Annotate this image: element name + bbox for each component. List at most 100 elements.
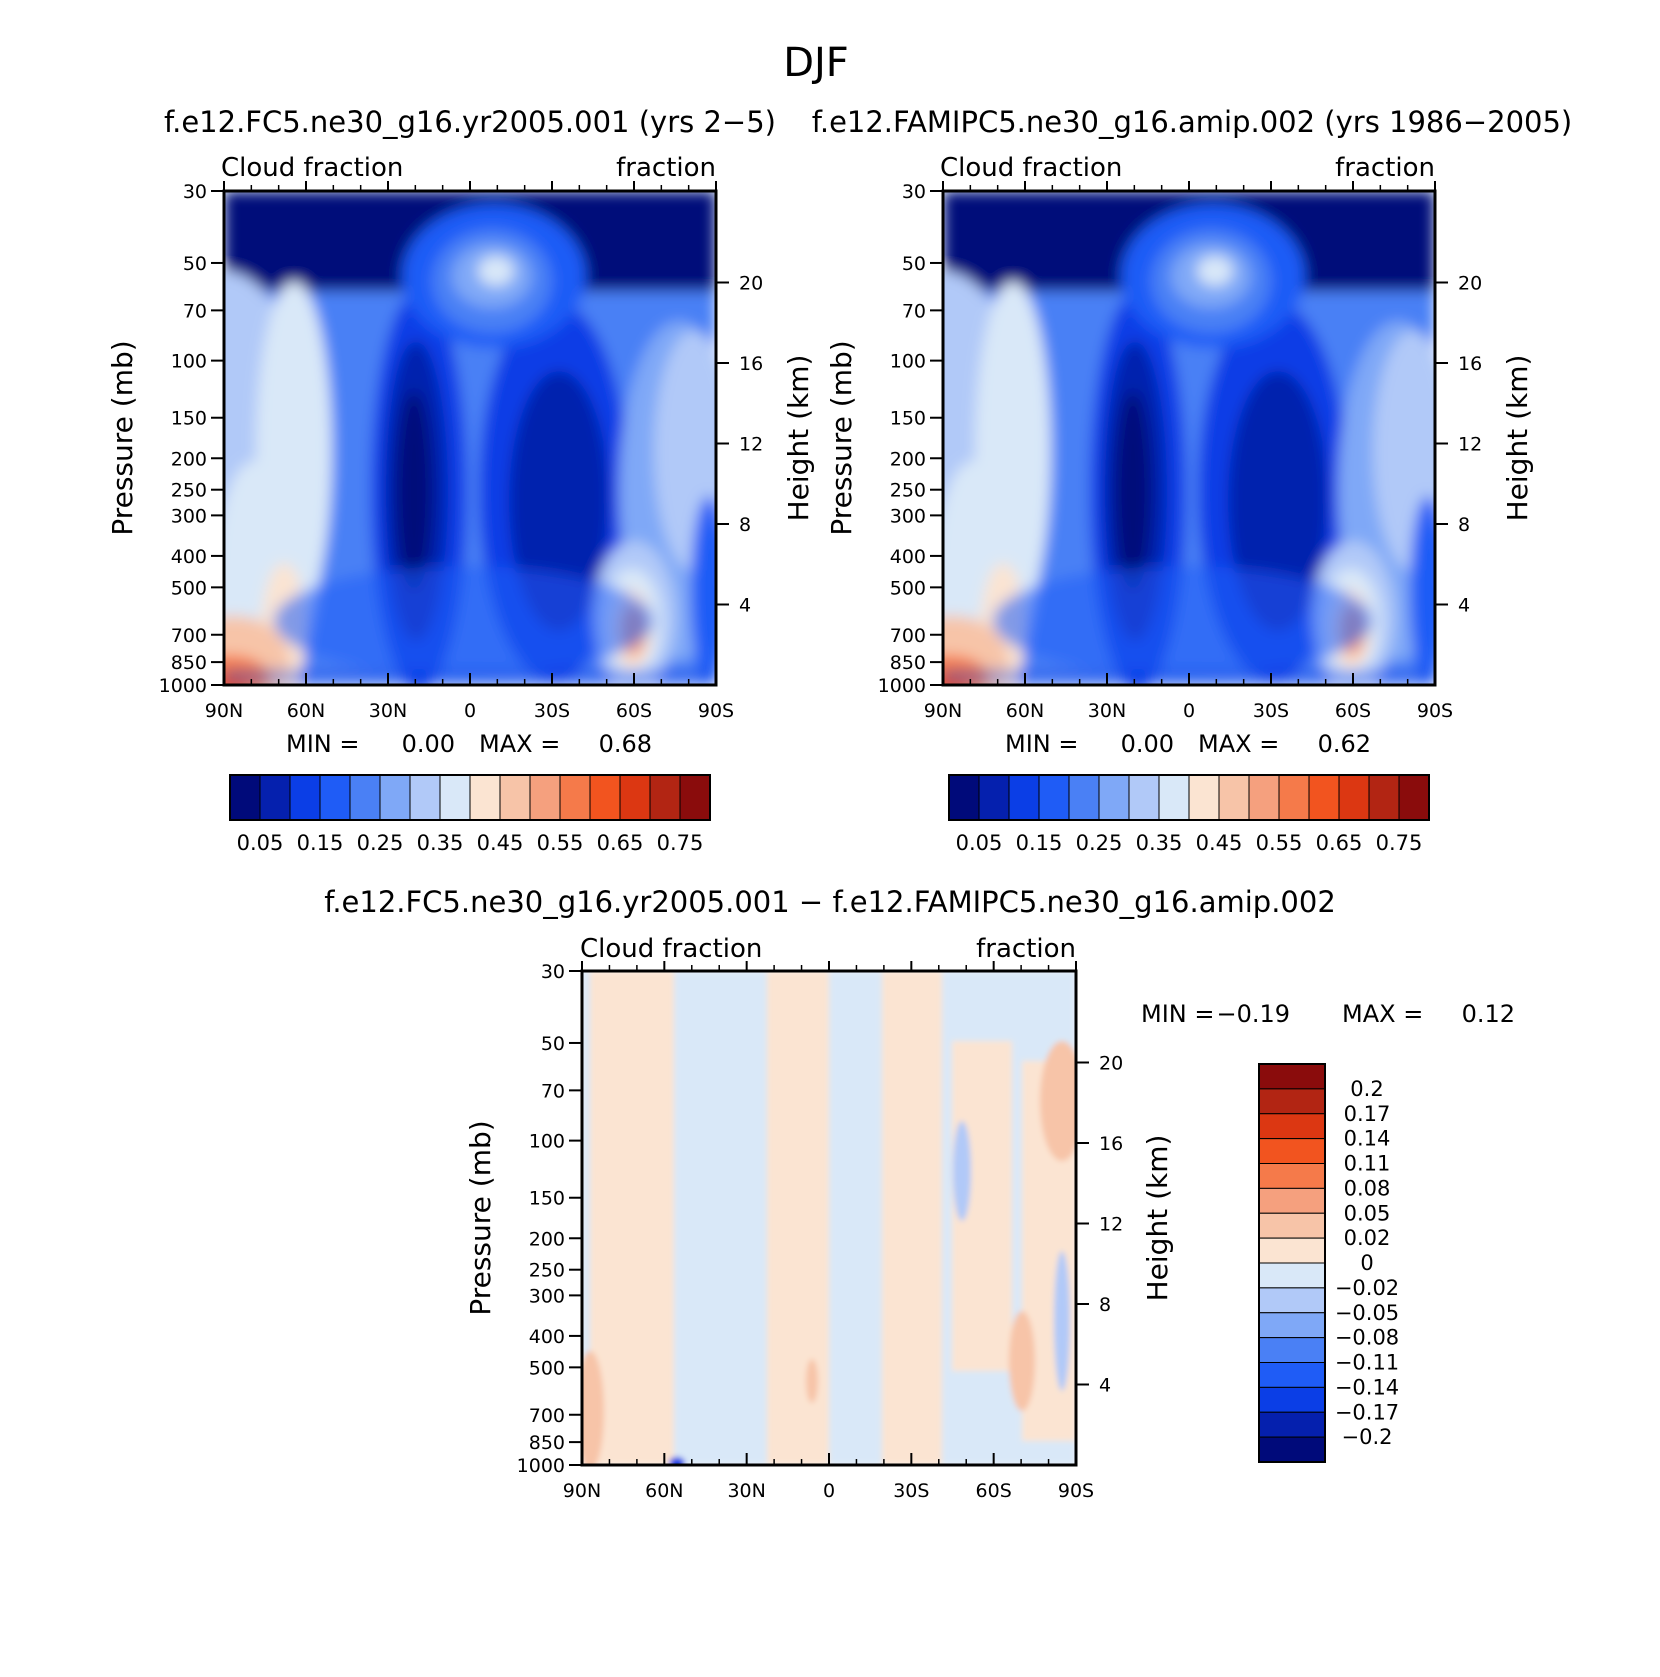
colorbar-swatch bbox=[499, 774, 531, 821]
x-tick-label: 60N bbox=[645, 1480, 683, 1502]
colorbar-swatch bbox=[1258, 1362, 1326, 1388]
y-tick-label: 100 bbox=[171, 351, 207, 373]
y-right-tick-label: 12 bbox=[739, 433, 763, 455]
stats-max: 0.68 bbox=[599, 730, 652, 758]
x-tick-label: 60S bbox=[1335, 700, 1371, 722]
colorbar-swatch bbox=[1258, 1163, 1326, 1189]
panel-diff: f.e12.FC5.ne30_g16.yr2005.001 − f.e12.FA… bbox=[324, 885, 1515, 1502]
y-tick-label: 1000 bbox=[159, 675, 207, 697]
x-tick-label: 30S bbox=[1253, 700, 1289, 722]
contour-field bbox=[224, 191, 716, 685]
panel-title: f.e12.FC5.ne30_g16.yr2005.001 − f.e12.FA… bbox=[324, 885, 1336, 919]
y-tick-label: 50 bbox=[183, 253, 207, 275]
y-right-tick-label: 16 bbox=[1099, 1133, 1123, 1155]
colorbar-swatch bbox=[1308, 774, 1340, 821]
colorbar-swatch bbox=[1188, 774, 1220, 821]
colorbar-swatch bbox=[1398, 774, 1430, 821]
y-right-tick-label: 4 bbox=[739, 594, 751, 616]
colorbar-swatch bbox=[289, 774, 321, 821]
y-tick-label: 700 bbox=[171, 625, 207, 647]
stats-min-label: MIN = bbox=[1141, 1000, 1214, 1028]
stats-min: 0.00 bbox=[1121, 730, 1174, 758]
colorbar-swatch bbox=[1258, 1337, 1326, 1363]
y-tick-label: 700 bbox=[529, 1405, 565, 1427]
colorbar-swatch bbox=[1258, 1237, 1326, 1264]
colorbar-frame bbox=[1258, 1063, 1326, 1463]
colorbar-swatch bbox=[439, 774, 471, 821]
y-tick-label: 400 bbox=[529, 1326, 565, 1348]
panel-label-right: fraction bbox=[1335, 153, 1435, 183]
y-right-tick-label: 4 bbox=[1099, 1374, 1111, 1396]
colorbar-label: 0.25 bbox=[1076, 831, 1123, 855]
x-tick-label: 30S bbox=[534, 700, 570, 722]
colorbar-swatch bbox=[1258, 1113, 1326, 1140]
y-right-tick-label: 8 bbox=[1099, 1294, 1111, 1316]
colorbar-label: 0.45 bbox=[477, 831, 524, 855]
x-tick-label: 90S bbox=[698, 700, 734, 722]
colorbar-swatch bbox=[529, 774, 561, 821]
y-axis-label: Pressure (mb) bbox=[825, 340, 858, 535]
x-tick-label: 90N bbox=[205, 700, 243, 722]
y-tick-label: 150 bbox=[529, 1188, 565, 1210]
panel-label-left: Cloud fraction bbox=[221, 153, 403, 183]
colorbar-swatch bbox=[1258, 1411, 1326, 1438]
y-axis-label: Pressure (mb) bbox=[464, 1120, 497, 1315]
colorbar-label: −0.2 bbox=[1342, 1425, 1393, 1449]
stats-max: 0.12 bbox=[1462, 1000, 1515, 1028]
colorbar-swatch bbox=[259, 774, 291, 821]
colorbar-label: 0.25 bbox=[357, 831, 404, 855]
x-tick-label: 30S bbox=[893, 1480, 929, 1502]
colorbar-swatch bbox=[1218, 774, 1250, 821]
colorbar-label: −0.08 bbox=[1335, 1326, 1399, 1350]
y-tick-label: 850 bbox=[529, 1432, 565, 1454]
colorbar-label: 0.35 bbox=[417, 831, 464, 855]
colorbar-label: 0.75 bbox=[657, 831, 704, 855]
colorbar-swatch bbox=[948, 774, 980, 821]
main-title: DJF bbox=[783, 40, 849, 86]
y-right-tick-label: 8 bbox=[1458, 514, 1470, 536]
x-tick-label: 60S bbox=[616, 700, 652, 722]
panel-title: f.e12.FAMIPC5.ne30_g16.amip.002 (yrs 198… bbox=[812, 105, 1573, 139]
y-tick-label: 100 bbox=[890, 351, 926, 373]
colorbar-swatch bbox=[619, 774, 651, 821]
colorbar-label: 0.17 bbox=[1344, 1102, 1391, 1126]
colorbar: 0.05 0.15 0.25 0.35 0.45 0.55 0.65 0.75 bbox=[948, 774, 1430, 855]
colorbar-swatch bbox=[1258, 1088, 1326, 1115]
colorbar-label: 0.65 bbox=[597, 831, 644, 855]
y-axis-right-label: Height (km) bbox=[1141, 1135, 1174, 1302]
colorbar-swatch bbox=[409, 774, 441, 821]
colorbar-swatch bbox=[469, 774, 501, 821]
colorbar-label: 0.2 bbox=[1350, 1077, 1383, 1101]
y-tick-label: 30 bbox=[541, 961, 565, 983]
colorbar-label: 0.02 bbox=[1344, 1226, 1391, 1250]
colorbar-swatch bbox=[1158, 774, 1190, 821]
colorbar-label: 0.14 bbox=[1344, 1127, 1391, 1151]
colorbar-swatch bbox=[1008, 774, 1040, 821]
colorbar-label: 0.15 bbox=[1016, 831, 1063, 855]
colorbar-swatch bbox=[1128, 774, 1160, 821]
colorbar-swatch bbox=[1258, 1386, 1326, 1413]
y-axis-label: Pressure (mb) bbox=[106, 340, 139, 535]
y-tick-label: 850 bbox=[890, 652, 926, 674]
colorbar-swatch bbox=[978, 774, 1010, 821]
x-tick-label: 30N bbox=[727, 1480, 765, 1502]
x-tick-label: 0 bbox=[1183, 700, 1195, 722]
y-tick-label: 400 bbox=[890, 546, 926, 568]
colorbar-swatch bbox=[1258, 1138, 1326, 1164]
x-tick-label: 60N bbox=[1006, 700, 1044, 722]
contour-field bbox=[943, 191, 1435, 685]
y-right-tick-label: 20 bbox=[1458, 272, 1482, 294]
panel-right: f.e12.FAMIPC5.ne30_g16.amip.002 (yrs 198… bbox=[812, 105, 1573, 855]
stats-min-label: MIN = bbox=[1005, 730, 1078, 758]
colorbar-label: 0.35 bbox=[1136, 831, 1183, 855]
y-right-tick-label: 16 bbox=[1458, 353, 1482, 375]
y-right-tick-label: 4 bbox=[1458, 594, 1470, 616]
y-axis-right-label: Height (km) bbox=[1501, 355, 1534, 522]
colorbar-label: 0.05 bbox=[237, 831, 284, 855]
colorbar-swatch bbox=[1258, 1262, 1326, 1289]
colorbar-label: 0.15 bbox=[297, 831, 344, 855]
y-tick-label: 500 bbox=[171, 577, 207, 599]
y-tick-label: 30 bbox=[183, 181, 207, 203]
colorbar-frame bbox=[948, 774, 1430, 821]
